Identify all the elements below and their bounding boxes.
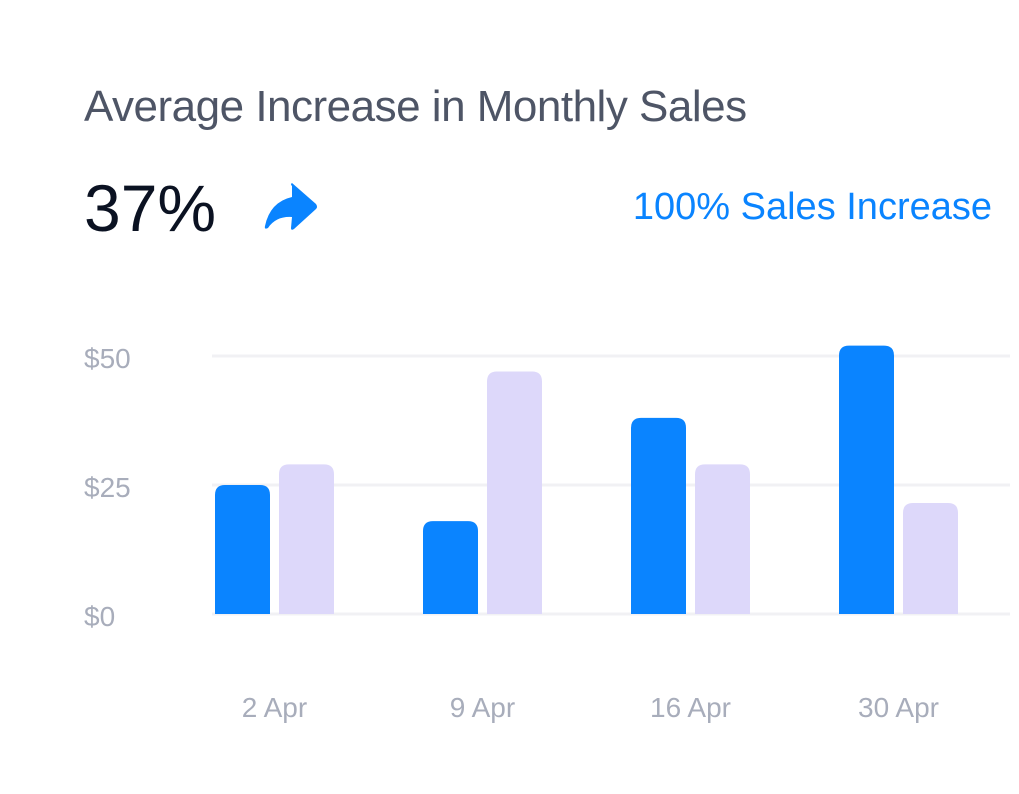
x-tick-label: 30 Apr: [858, 692, 939, 723]
x-tick-label: 2 Apr: [242, 692, 307, 723]
bar-2-9-apr: [487, 371, 542, 614]
bar-1-9-apr: [423, 521, 478, 614]
bar-1-30-apr: [839, 345, 894, 614]
share-arrow-icon: [264, 183, 317, 230]
y-tick-label: $50: [84, 343, 131, 374]
sales-increase-label: 100% Sales Increase: [632, 186, 992, 228]
bar-2-30-apr: [903, 503, 958, 614]
y-tick-label: $25: [84, 472, 131, 503]
bar-1-2-apr: [215, 485, 270, 614]
x-tick-label: 16 Apr: [650, 692, 731, 723]
y-tick-label: $0: [84, 601, 115, 632]
chart-title: Average Increase in Monthly Sales: [84, 82, 747, 131]
average-increase-value: 37%: [84, 171, 217, 245]
x-tick-label: 9 Apr: [450, 692, 515, 723]
bar-1-16-apr: [631, 417, 686, 614]
bar-2-2-apr: [279, 464, 334, 614]
bar-2-16-apr: [695, 464, 750, 614]
